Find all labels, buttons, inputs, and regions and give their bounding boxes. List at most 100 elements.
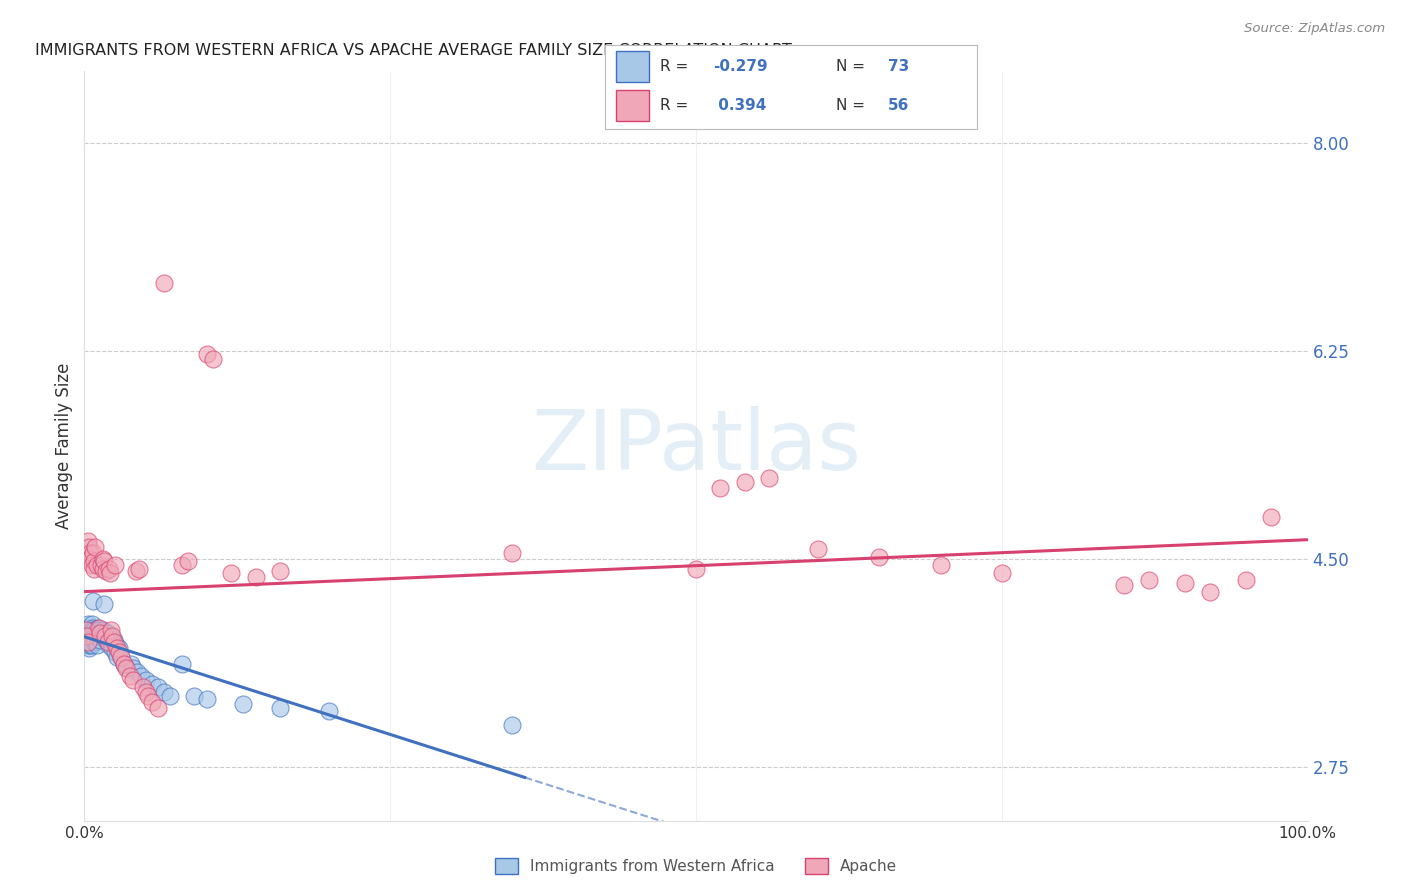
- Point: [94, 625, 117, 640]
- Point: [1174, 575, 1197, 590]
- Point: [1260, 510, 1282, 524]
- Point: [120, 657, 142, 671]
- Point: [269, 700, 291, 714]
- Point: [318, 704, 340, 718]
- Point: [141, 695, 163, 709]
- Point: [77, 629, 100, 643]
- Point: [172, 657, 194, 671]
- Text: -0.279: -0.279: [713, 59, 768, 74]
- Point: [91, 561, 114, 575]
- Point: [80, 617, 103, 632]
- Point: [219, 566, 242, 581]
- Point: [96, 632, 118, 647]
- Point: [136, 689, 159, 703]
- Y-axis label: Average Family Size: Average Family Size: [55, 363, 73, 529]
- Point: [97, 638, 120, 652]
- Point: [709, 481, 731, 495]
- Point: [97, 635, 120, 649]
- Point: [86, 624, 108, 638]
- Text: R =: R =: [661, 98, 699, 113]
- Point: [87, 621, 110, 635]
- Point: [87, 621, 110, 635]
- Point: [107, 645, 129, 659]
- Text: 73: 73: [887, 59, 910, 74]
- Point: [87, 624, 110, 638]
- Point: [83, 561, 105, 575]
- Point: [83, 629, 105, 643]
- Point: [104, 558, 127, 572]
- Point: [79, 625, 101, 640]
- Point: [79, 632, 101, 647]
- Point: [76, 638, 98, 652]
- Point: [153, 685, 176, 699]
- Point: [82, 546, 104, 560]
- Bar: [616, 52, 650, 82]
- Point: [758, 471, 780, 485]
- Point: [84, 540, 107, 554]
- Point: [110, 649, 132, 664]
- Point: [122, 673, 145, 688]
- Point: [1137, 574, 1160, 588]
- Point: [807, 542, 830, 557]
- Point: [135, 685, 157, 699]
- Point: [79, 638, 101, 652]
- Point: [502, 546, 524, 560]
- Point: [87, 629, 110, 643]
- Point: [115, 661, 138, 675]
- Point: [75, 624, 97, 638]
- Point: [91, 552, 114, 566]
- Point: [76, 635, 98, 649]
- Point: [79, 552, 101, 566]
- Point: [103, 632, 125, 647]
- Text: IMMIGRANTS FROM WESTERN AFRICA VS APACHE AVERAGE FAMILY SIZE CORRELATION CHART: IMMIGRANTS FROM WESTERN AFRICA VS APACHE…: [35, 43, 793, 58]
- Point: [80, 638, 103, 652]
- Point: [100, 624, 122, 638]
- Text: R =: R =: [661, 59, 693, 74]
- Point: [146, 681, 169, 695]
- Point: [89, 625, 111, 640]
- Point: [101, 641, 124, 656]
- Point: [172, 558, 194, 572]
- Point: [1114, 578, 1136, 592]
- Point: [77, 624, 100, 638]
- Point: [122, 661, 145, 675]
- Point: [89, 632, 111, 647]
- Point: [115, 661, 138, 675]
- Point: [84, 625, 107, 640]
- Point: [991, 566, 1014, 581]
- Point: [153, 276, 176, 290]
- Point: [77, 540, 100, 554]
- Point: [104, 645, 127, 659]
- Point: [80, 558, 103, 572]
- Point: [80, 629, 103, 643]
- Point: [183, 689, 205, 703]
- Point: [195, 347, 218, 361]
- Point: [100, 635, 122, 649]
- Point: [269, 564, 291, 578]
- Point: [110, 649, 132, 664]
- Point: [82, 621, 104, 635]
- Point: [76, 629, 98, 643]
- Point: [75, 629, 97, 643]
- Legend: Immigrants from Western Africa, Apache: Immigrants from Western Africa, Apache: [488, 852, 904, 880]
- Point: [112, 657, 135, 671]
- Point: [83, 554, 105, 568]
- Point: [929, 558, 952, 572]
- Text: 56: 56: [887, 98, 910, 113]
- Point: [502, 718, 524, 732]
- Point: [159, 689, 181, 703]
- Point: [146, 700, 169, 714]
- Point: [83, 635, 105, 649]
- Point: [93, 597, 115, 611]
- Point: [76, 625, 98, 640]
- Point: [177, 554, 200, 568]
- Point: [869, 549, 891, 564]
- Point: [89, 625, 111, 640]
- Point: [96, 564, 118, 578]
- Point: [77, 635, 100, 649]
- Point: [82, 593, 104, 607]
- Point: [125, 564, 148, 578]
- Bar: [616, 90, 650, 120]
- Point: [128, 561, 150, 575]
- Point: [132, 681, 155, 695]
